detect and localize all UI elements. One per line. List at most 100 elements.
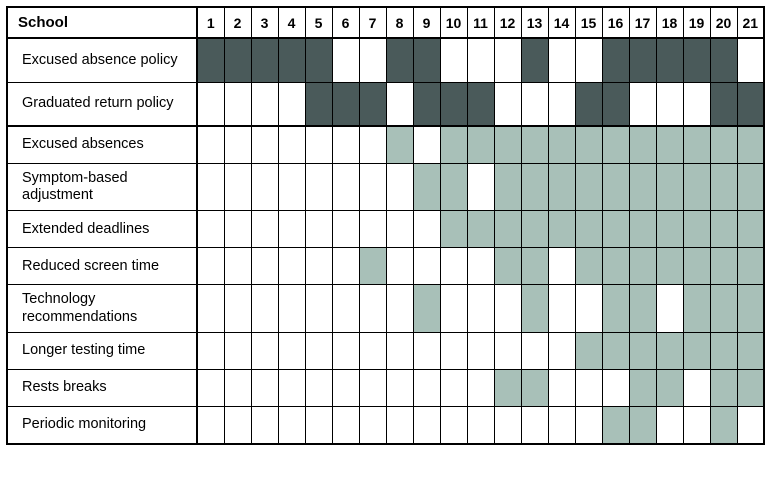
cell xyxy=(440,333,467,370)
row-label: Excused absences xyxy=(7,126,197,163)
cell xyxy=(305,285,332,333)
cell xyxy=(494,285,521,333)
cell xyxy=(440,248,467,285)
col-header: 8 xyxy=(386,7,413,38)
cell xyxy=(440,370,467,407)
cell xyxy=(278,163,305,211)
cell xyxy=(602,163,629,211)
cell xyxy=(602,211,629,248)
cell xyxy=(521,333,548,370)
cell xyxy=(467,248,494,285)
cell xyxy=(440,126,467,163)
cell xyxy=(548,82,575,126)
row-label: Technology recommendations xyxy=(7,285,197,333)
col-header: 4 xyxy=(278,7,305,38)
cell xyxy=(710,82,737,126)
cell xyxy=(548,407,575,444)
cell xyxy=(602,126,629,163)
header-label: School xyxy=(7,7,197,38)
cell xyxy=(521,285,548,333)
cell xyxy=(629,126,656,163)
cell xyxy=(629,333,656,370)
cell xyxy=(386,211,413,248)
cell xyxy=(710,333,737,370)
cell xyxy=(575,126,602,163)
table-row: Graduated return policy xyxy=(7,82,764,126)
cell xyxy=(683,211,710,248)
col-header: 14 xyxy=(548,7,575,38)
cell xyxy=(710,285,737,333)
cell xyxy=(332,126,359,163)
heatmap-table: School 123456789101112131415161718192021… xyxy=(6,6,765,445)
cell xyxy=(737,126,764,163)
cell xyxy=(656,126,683,163)
cell xyxy=(521,126,548,163)
cell xyxy=(251,248,278,285)
cell xyxy=(332,285,359,333)
cell xyxy=(278,126,305,163)
cell xyxy=(305,407,332,444)
cell xyxy=(197,248,224,285)
cell xyxy=(440,82,467,126)
cell xyxy=(197,38,224,82)
cell xyxy=(224,370,251,407)
cell xyxy=(710,163,737,211)
cell xyxy=(521,82,548,126)
cell xyxy=(602,333,629,370)
cell xyxy=(197,163,224,211)
cell xyxy=(359,163,386,211)
cell xyxy=(683,82,710,126)
col-header: 6 xyxy=(332,7,359,38)
cell xyxy=(386,38,413,82)
cell xyxy=(602,407,629,444)
cell xyxy=(656,82,683,126)
cell xyxy=(440,285,467,333)
col-header: 17 xyxy=(629,7,656,38)
cell xyxy=(629,370,656,407)
cell xyxy=(197,333,224,370)
cell xyxy=(737,407,764,444)
cell xyxy=(251,163,278,211)
cell xyxy=(251,285,278,333)
cell xyxy=(278,82,305,126)
cell xyxy=(494,407,521,444)
cell xyxy=(305,370,332,407)
cell xyxy=(278,38,305,82)
cell xyxy=(683,126,710,163)
col-header: 1 xyxy=(197,7,224,38)
cell xyxy=(683,163,710,211)
cell xyxy=(737,38,764,82)
cell xyxy=(494,211,521,248)
cell xyxy=(710,248,737,285)
cell xyxy=(197,211,224,248)
cell xyxy=(359,38,386,82)
cell xyxy=(332,82,359,126)
cell xyxy=(629,82,656,126)
cell xyxy=(467,211,494,248)
cell xyxy=(629,163,656,211)
cell xyxy=(656,285,683,333)
cell xyxy=(737,82,764,126)
row-label: Periodic monitoring xyxy=(7,407,197,444)
cell xyxy=(467,82,494,126)
cell xyxy=(386,163,413,211)
cell xyxy=(224,38,251,82)
cell xyxy=(224,248,251,285)
cell xyxy=(629,248,656,285)
header-row: School 123456789101112131415161718192021 xyxy=(7,7,764,38)
cell xyxy=(440,407,467,444)
col-header: 3 xyxy=(251,7,278,38)
cell xyxy=(305,163,332,211)
cell xyxy=(575,333,602,370)
table-row: Excused absences xyxy=(7,126,764,163)
table-row: Symptom-based adjustment xyxy=(7,163,764,211)
cell xyxy=(629,38,656,82)
cell xyxy=(548,248,575,285)
cell xyxy=(386,285,413,333)
cell xyxy=(332,370,359,407)
cell xyxy=(278,211,305,248)
cell xyxy=(575,285,602,333)
cell xyxy=(224,333,251,370)
cell xyxy=(278,285,305,333)
cell xyxy=(683,248,710,285)
